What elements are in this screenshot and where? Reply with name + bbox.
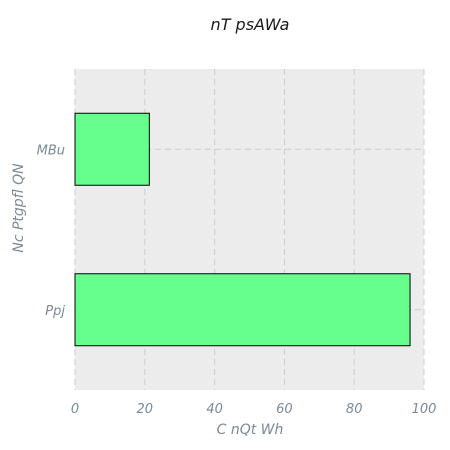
chart-title: nT psAWa — [211, 15, 290, 34]
x-tick-labels: 0 20 40 60 80 100 — [71, 402, 437, 417]
bar-mbu — [74, 112, 150, 186]
y-axis-label: Nc Ptgpfl QN — [11, 163, 27, 253]
x-tick-label: 60 — [276, 402, 293, 417]
bars — [74, 112, 411, 347]
x-axis-label: C nQt Wh — [217, 422, 284, 438]
y-tick-label: MBu — [37, 143, 65, 158]
y-tick-labels: MBu Ppj — [37, 143, 66, 319]
x-tick-label: 80 — [346, 402, 363, 417]
x-tick-label: 0 — [71, 402, 79, 417]
bar-ppj — [74, 273, 411, 347]
x-tick-label: 100 — [412, 402, 437, 417]
y-tick-label: Ppj — [45, 304, 65, 319]
x-tick-label: 20 — [137, 402, 154, 417]
x-tick-label: 40 — [206, 402, 223, 417]
